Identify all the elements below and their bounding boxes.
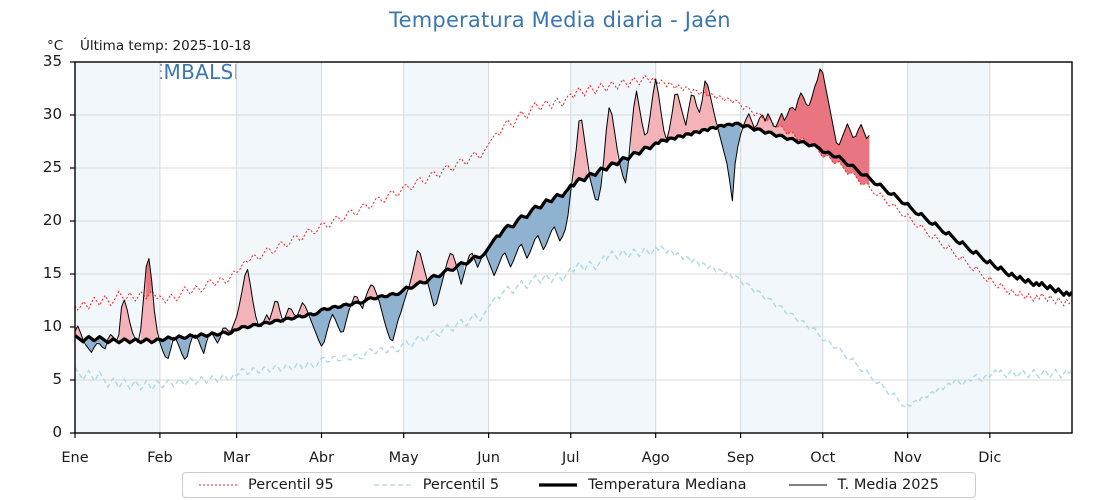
y-tick-label: 20: [42, 211, 62, 229]
y-tick-label: 10: [42, 317, 62, 335]
legend-item-2[interactable]: Temperatura Mediana: [537, 473, 747, 497]
fill-above-median: [118, 300, 133, 343]
fill-above-median: [75, 325, 84, 342]
legend-label: Percentil 5: [422, 477, 500, 493]
fill-below-median: [379, 287, 407, 341]
plot-frame: [74, 61, 1073, 434]
x-tick-label-ene: Ene: [61, 450, 89, 466]
x-tick-label-jun: Jun: [477, 450, 500, 466]
x-tick-label-nov: Nov: [893, 450, 922, 466]
y-tick-label: 30: [42, 105, 62, 123]
y-tick-label: 25: [42, 158, 62, 176]
fill-below-median: [589, 168, 601, 201]
plot-content: [75, 68, 1072, 408]
fill-above-median: [603, 107, 618, 171]
legend-swatch-icon: [373, 484, 412, 486]
x-tick-label-feb: Feb: [147, 450, 173, 466]
fill-below-median: [718, 123, 741, 201]
x-tick-label-may: May: [388, 450, 419, 466]
series-t-media-2025: [75, 68, 870, 360]
month-band: [75, 62, 160, 433]
chart-title: Temperatura Media diaria - Jaén: [389, 8, 731, 32]
fill-above-p95: [146, 258, 152, 299]
y-axis-unit-label: °C: [47, 38, 64, 54]
x-tick-label-abr: Abr: [308, 450, 335, 466]
series-percentil-5: [75, 245, 1072, 408]
legend-label: T. Media 2025: [837, 477, 939, 493]
month-bands: [75, 62, 990, 433]
last-temp-label: Última temp: 2025-10-18: [80, 38, 252, 54]
fill-above-median: [299, 302, 308, 317]
fill-below-median: [485, 184, 571, 276]
y-tick-label: 35: [42, 52, 62, 70]
month-band: [907, 62, 990, 433]
chart-legend: Percentil 95 Percentil 5 Temperatura Media…: [182, 472, 976, 498]
legend-swatch-icon: [788, 484, 827, 486]
y-tick-label: 15: [42, 264, 62, 282]
legend-label: Temperatura Mediana: [588, 477, 747, 493]
fill-above-median: [365, 285, 377, 301]
month-band: [570, 62, 656, 433]
legend-item-1[interactable]: Percentil 5: [372, 473, 499, 497]
fill-above-p95: [776, 69, 870, 187]
y-tick-label: 5: [52, 370, 62, 388]
fill-below-median: [428, 271, 445, 307]
fill-above-median: [140, 258, 158, 343]
legend-item-3[interactable]: T. Media 2025: [787, 473, 939, 497]
legend-item-0[interactable]: Percentil 95: [197, 473, 334, 497]
series-percentil-95: [75, 74, 1072, 311]
y-tick-label: 0: [52, 423, 62, 441]
month-band: [403, 62, 489, 433]
x-tick-label-oct: Oct: [810, 450, 836, 466]
x-tick-label-dic: Dic: [978, 450, 1002, 466]
legend-swatch-icon: [539, 483, 578, 487]
x-tick-label-ago: Ago: [641, 450, 670, 466]
fill-below-median: [310, 304, 349, 347]
fill-below-median: [159, 336, 171, 359]
x-tick-label-mar: Mar: [222, 450, 251, 466]
series-temperatura-mediana: [75, 121, 1072, 345]
fill-below-median: [176, 334, 193, 360]
x-tick-label-sep: Sep: [726, 450, 755, 466]
x-tick-label-jul: Jul: [562, 450, 580, 466]
legend-label: Percentil 95: [248, 477, 334, 493]
month-band: [236, 62, 322, 433]
fill-above-median: [631, 78, 716, 156]
fill-above-median: [222, 269, 256, 335]
legend-swatch-icon: [199, 484, 237, 486]
